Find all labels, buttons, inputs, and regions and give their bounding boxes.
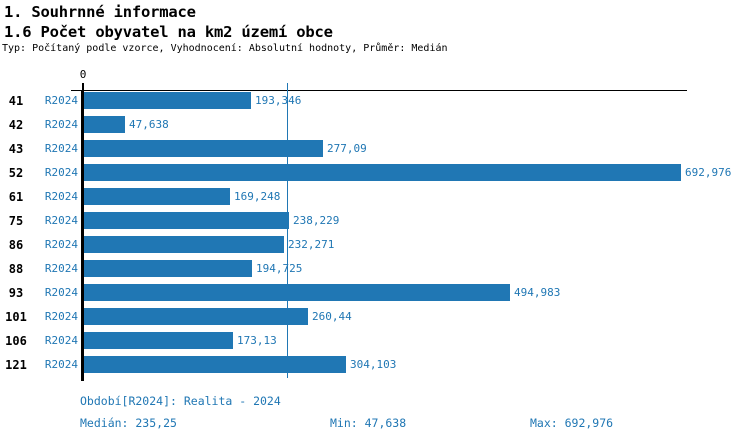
bar-value-label: 173,13: [237, 334, 277, 347]
bar: [84, 188, 230, 205]
row-category-label: 42: [8, 118, 24, 132]
chart-row: 106 R2024 173,13: [0, 329, 750, 353]
row-series-label: R2024: [44, 214, 78, 227]
bar: [84, 260, 252, 277]
bar-value-label: 193,346: [255, 94, 302, 107]
bar: [84, 140, 323, 157]
chart-row: 43 R2024 277,09: [0, 137, 750, 161]
row-series-label: R2024: [44, 262, 78, 275]
footer-median: Medián: 235,25: [80, 416, 177, 430]
footer-max: Max: 692,976: [530, 416, 614, 430]
chart-row: 61 R2024 169,248: [0, 185, 750, 209]
chart-row: 101 R2024 260,44: [0, 305, 750, 329]
row-category-label: 75: [8, 214, 24, 228]
bar: [84, 92, 251, 109]
bar-value-label: 494,983: [514, 286, 561, 299]
row-series-label: R2024: [44, 142, 78, 155]
row-category-label: 43: [8, 142, 24, 156]
row-category-label: 52: [8, 166, 24, 180]
row-series-label: R2024: [44, 190, 78, 203]
bar: [84, 164, 681, 181]
median-line: [287, 83, 288, 378]
bar: [84, 284, 510, 301]
chart-settings-line: Typ: Počítaný podle vzorce, Vyhodnocení:…: [2, 43, 448, 54]
footer-min: Min: 47,638: [330, 416, 407, 430]
bar-value-label: 169,248: [234, 190, 281, 203]
row-category-label: 106: [5, 334, 27, 348]
bar: [84, 116, 125, 133]
chart-title: 1.6 Počet obyvatel na km2 území obce: [4, 23, 333, 41]
chart-row: 75 R2024 238,229: [0, 209, 750, 233]
footer-period: Období[R2024]: Realita - 2024: [80, 394, 281, 408]
row-series-label: R2024: [44, 166, 78, 179]
axis-left-line: [81, 90, 84, 381]
bar: [84, 332, 233, 349]
bar: [84, 236, 284, 253]
bar-value-label: 277,09: [327, 142, 367, 155]
bar-value-label: 260,44: [312, 310, 352, 323]
bar: [84, 356, 346, 373]
chart-row: 42 R2024 47,638: [0, 113, 750, 137]
row-category-label: 86: [8, 238, 24, 252]
chart-row: 93 R2024 494,983: [0, 281, 750, 305]
row-category-label: 88: [8, 262, 24, 276]
axis-zero-tick: [82, 83, 84, 90]
bar-value-label: 47,638: [129, 118, 169, 131]
bar-value-label: 238,229: [293, 214, 340, 227]
chart-row: 41 R2024 193,346: [0, 89, 750, 113]
row-series-label: R2024: [44, 286, 78, 299]
bar-value-label: 304,103: [350, 358, 397, 371]
bar: [84, 308, 308, 325]
axis-zero-label: 0: [79, 68, 87, 81]
bar: [84, 212, 289, 229]
row-category-label: 61: [8, 190, 24, 204]
chart-rows: 41 R2024 193,346 42 R2024 47,638 43 R202…: [0, 89, 750, 377]
row-category-label: 121: [5, 358, 27, 372]
chart-row: 121 R2024 304,103: [0, 353, 750, 377]
bar-value-label: 692,976: [685, 166, 732, 179]
row-series-label: R2024: [44, 118, 78, 131]
row-series-label: R2024: [44, 238, 78, 251]
row-series-label: R2024: [44, 358, 78, 371]
bar-value-label: 232,271: [288, 238, 335, 251]
chart-row: 88 R2024 194,725: [0, 257, 750, 281]
row-series-label: R2024: [44, 310, 78, 323]
axis-top-line: [71, 90, 687, 91]
row-series-label: R2024: [44, 334, 78, 347]
bar-value-label: 194,725: [256, 262, 303, 275]
chart-row: 86 R2024 232,271: [0, 233, 750, 257]
chart-row: 52 R2024 692,976: [0, 161, 750, 185]
row-category-label: 101: [5, 310, 27, 324]
row-category-label: 93: [8, 286, 24, 300]
row-series-label: R2024: [44, 94, 78, 107]
row-category-label: 41: [8, 94, 24, 108]
report-section-title: 1. Souhrnné informace: [4, 3, 196, 21]
